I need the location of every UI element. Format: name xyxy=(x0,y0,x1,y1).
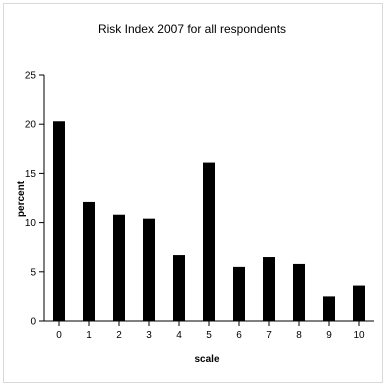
bar xyxy=(233,266,245,321)
y-tick-label: 5 xyxy=(30,267,36,278)
bar xyxy=(323,296,335,321)
x-tick-label: 2 xyxy=(116,330,122,341)
x-tick-label: 6 xyxy=(236,330,242,341)
x-tick-label: 10 xyxy=(353,330,365,341)
bar xyxy=(293,263,305,321)
bar xyxy=(143,218,155,321)
x-tick-label: 5 xyxy=(206,330,212,341)
bar xyxy=(263,257,275,321)
plot-area: 0 5 10 15 20 25 0 1 2 3 4 5 6 7 8 9 10 xyxy=(25,71,374,341)
bar xyxy=(353,285,365,321)
x-tick-label: 7 xyxy=(266,330,272,341)
chart-frame xyxy=(3,3,383,383)
x-tick-label: 4 xyxy=(176,330,182,341)
y-tick-label: 25 xyxy=(25,71,37,82)
x-tick-label: 1 xyxy=(86,330,92,341)
x-tick-label: 3 xyxy=(146,330,152,341)
y-tick-label: 0 xyxy=(30,317,36,328)
bar xyxy=(173,255,185,321)
bar xyxy=(203,162,215,321)
y-tick-label: 20 xyxy=(25,120,37,131)
y-tick-label: 10 xyxy=(25,218,37,229)
chart-title: Risk Index 2007 for all respondents xyxy=(98,22,286,36)
x-tick-label: 9 xyxy=(326,330,332,341)
bar xyxy=(83,201,95,321)
bar xyxy=(113,214,125,321)
bar xyxy=(53,121,65,321)
y-tick-label: 15 xyxy=(25,169,37,180)
y-axis-label: percent xyxy=(16,180,27,217)
x-tick-label: 0 xyxy=(56,330,62,341)
x-tick-label: 8 xyxy=(296,330,302,341)
x-axis-label: scale xyxy=(194,354,219,365)
